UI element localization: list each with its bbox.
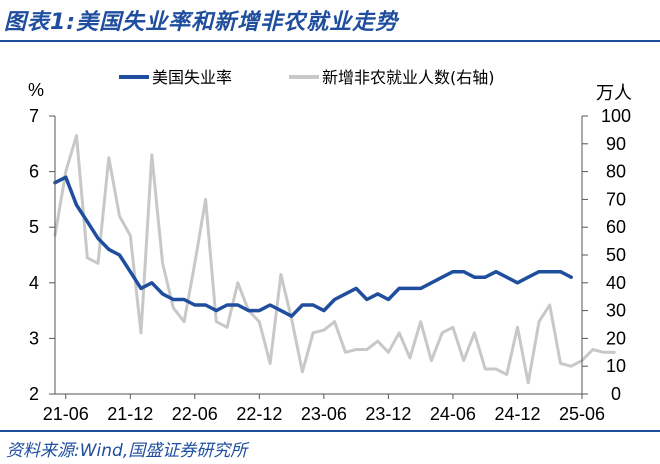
x-axis-tick-label: 24-12 xyxy=(494,404,540,424)
left-axis-tick-label: 5 xyxy=(29,217,39,237)
source-note: 资料来源:Wind,国盛证券研究所 xyxy=(6,441,248,461)
right-axis-tick-label: 20 xyxy=(606,328,626,348)
x-axis-tick-label: 23-06 xyxy=(301,404,347,424)
left-axis-tick-label: 6 xyxy=(29,162,39,182)
left-axis-tick-label: 2 xyxy=(29,384,39,404)
title-rule xyxy=(0,40,660,42)
x-axis-tick-label: 25-06 xyxy=(559,404,605,424)
legend-label-payrolls: 新增非农就业人数(右轴) xyxy=(322,68,495,87)
right-axis-tick-label: 40 xyxy=(606,273,626,293)
figure-title: 图表1:美国失业率和新增非农就业走势 xyxy=(4,10,399,35)
legend-label-unemployment: 美国失业率 xyxy=(152,68,232,87)
right-axis-tick-label: 0 xyxy=(611,384,621,404)
legend: 美国失业率 新增非农就业人数(右轴) xyxy=(119,68,495,87)
x-axis-tick-label: 21-12 xyxy=(107,404,153,424)
x-axis-tick-label: 22-12 xyxy=(236,404,282,424)
x-axis-tick-label: 22-06 xyxy=(172,404,218,424)
left-axis-unit: % xyxy=(28,80,44,100)
x-axis-tick-label: 23-12 xyxy=(365,404,411,424)
right-axis-tick-label: 60 xyxy=(606,217,626,237)
right-axis-tick-label: 50 xyxy=(606,245,626,265)
unemployment-rate-line xyxy=(53,175,573,318)
nonfarm-payrolls-line xyxy=(53,134,616,385)
x-axis-tick-label: 21-06 xyxy=(43,404,89,424)
right-axis-tick-label: 90 xyxy=(606,134,626,154)
right-axis-tick-label: 30 xyxy=(606,301,626,321)
x-axis-tick-label: 24-06 xyxy=(430,404,476,424)
left-axis-tick-label: 4 xyxy=(29,273,39,293)
left-axis-tick-label: 7 xyxy=(29,106,39,126)
right-axis-tick-label: 10 xyxy=(606,356,626,376)
footer-rule xyxy=(0,430,660,432)
right-axis-tick-label: 80 xyxy=(606,162,626,182)
right-axis-tick-label: 70 xyxy=(606,189,626,209)
right-axis-tick-label: 100 xyxy=(601,106,631,126)
left-axis-tick-label: 3 xyxy=(29,328,39,348)
right-axis-unit: 万人 xyxy=(596,83,632,103)
